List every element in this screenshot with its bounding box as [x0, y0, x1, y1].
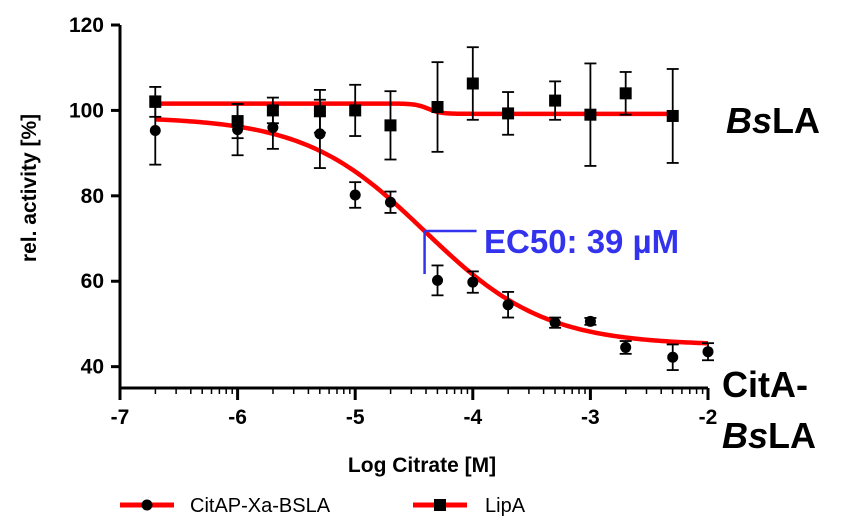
- y-tick-label: 100: [69, 99, 104, 122]
- data-point-lipa: [666, 109, 679, 122]
- legend-item-lipa: LipA: [413, 495, 526, 517]
- legend-lipa-marker: [434, 499, 446, 511]
- x-tick-label: -4: [463, 406, 482, 429]
- data-point-lipa: [149, 95, 162, 108]
- data-point-citap: [502, 299, 514, 311]
- data-points: [149, 46, 714, 371]
- bsla-label-prefix: Bs: [726, 100, 772, 141]
- cita-bsla-label-line1: CitA-: [722, 364, 808, 405]
- data-point-citap: [267, 121, 279, 133]
- y-tick-label: 60: [81, 270, 104, 293]
- axes: [118, 25, 708, 390]
- fit-curve-citap: [155, 117, 709, 346]
- x-tick-label: -5: [346, 406, 365, 429]
- data-point-lipa: [231, 115, 244, 128]
- data-point-citap: [620, 341, 632, 353]
- data-point-citap: [432, 274, 444, 286]
- x-tick-label: -3: [581, 406, 600, 429]
- cita-bsla-label-line2-prefix: Bs: [722, 415, 768, 456]
- data-point-lipa: [384, 119, 397, 132]
- y-tick-label: 120: [69, 14, 104, 37]
- y-tick-label: 40: [81, 356, 104, 379]
- data-point-lipa: [349, 104, 362, 117]
- y-axis-title: rel. activity [%]: [18, 114, 41, 262]
- data-point-lipa: [619, 87, 632, 100]
- x-tick-label: -2: [699, 406, 718, 429]
- data-point-citap: [149, 124, 161, 136]
- y-tick-label: 80: [81, 185, 104, 208]
- data-point-citap: [667, 351, 679, 363]
- legend-lipa-label: LipA: [485, 495, 526, 517]
- legend-item-citap: CitAP-Xa-BSLA: [120, 495, 331, 517]
- data-point-lipa: [584, 108, 597, 121]
- data-point-lipa: [313, 105, 326, 118]
- legend-citap-label: CitAP-Xa-BSLA: [190, 495, 331, 517]
- data-point-lipa: [431, 100, 444, 113]
- ec50-marker: [423, 229, 477, 275]
- data-point-lipa: [266, 104, 279, 117]
- ec50-label: EC50: 39 µM: [484, 223, 679, 260]
- x-tick-label: -7: [111, 406, 130, 429]
- bsla-label-suffix: LA: [772, 100, 820, 141]
- x-tick-label: -6: [228, 406, 247, 429]
- data-point-lipa: [466, 77, 479, 90]
- data-point-citap: [467, 276, 479, 288]
- data-point-citap: [314, 128, 326, 140]
- legend-citap-marker: [141, 499, 153, 511]
- ticks: 40 60 80 100 120 -7 -6 -5 -4 -3 -2: [69, 14, 717, 429]
- data-point-citap: [349, 189, 361, 201]
- data-point-citap: [584, 315, 596, 327]
- cita-bsla-label-line2-suffix: LA: [768, 415, 816, 456]
- data-point-citap: [549, 317, 561, 329]
- data-point-lipa: [502, 107, 515, 120]
- data-point-citap: [384, 196, 396, 208]
- data-point-citap: [702, 346, 714, 358]
- data-point-lipa: [549, 94, 562, 107]
- legend: CitAP-Xa-BSLA LipA: [120, 495, 526, 517]
- cita-bsla-label-line2: BsLA: [722, 415, 816, 456]
- x-axis-title: Log Citrate [M]: [348, 454, 496, 477]
- bsla-label: BsLA: [726, 100, 820, 141]
